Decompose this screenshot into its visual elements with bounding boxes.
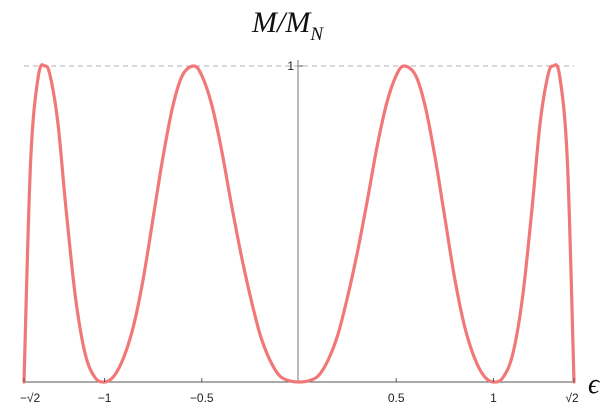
x-tick-label-4: 1 xyxy=(490,391,497,405)
x-axis-title: ϵ xyxy=(588,369,601,400)
series-layer xyxy=(22,63,576,384)
series-line-0 xyxy=(22,63,576,384)
x-tick-label-0: −√2 xyxy=(20,391,41,405)
y-axis-title-main: M/M xyxy=(251,6,312,39)
x-tick-label-5: √2 xyxy=(565,391,579,405)
y-tick-label-0: 1 xyxy=(287,59,294,73)
x-tick-label-3: 0.5 xyxy=(388,391,405,405)
y-axis-title-subscript: N xyxy=(309,24,324,45)
axes-layer xyxy=(24,60,574,383)
tick-layer: −√2 −1 −0.5 0.5 1 √2 1 xyxy=(20,59,579,405)
x-tick-label-2: −0.5 xyxy=(190,391,214,405)
x-tick-label-1: −1 xyxy=(98,391,112,405)
y-axis-title: M/MN xyxy=(251,6,324,45)
